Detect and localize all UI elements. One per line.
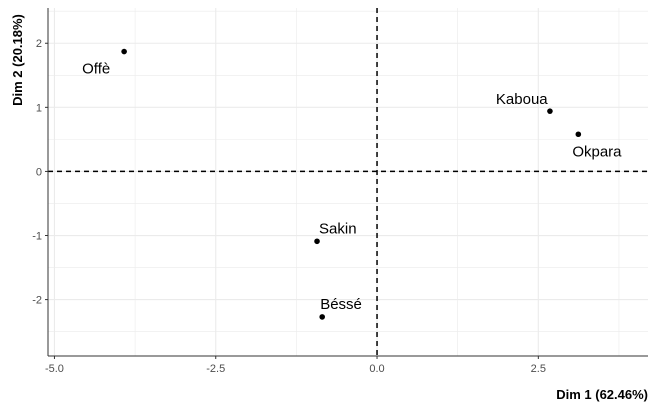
data-point bbox=[314, 238, 320, 245]
y-tick-label: 2 bbox=[36, 38, 42, 50]
y-tick-label: 1 bbox=[36, 102, 42, 114]
axis-ticks: -5.0 -2.5 0.0 2.5 2 1 0 -1 -2 bbox=[32, 38, 546, 375]
data-point-label: Offè bbox=[82, 61, 110, 78]
y-tick-label: -2 bbox=[32, 295, 42, 307]
plot-frame bbox=[47, 8, 648, 357]
y-tick-label: 0 bbox=[36, 166, 42, 178]
y-tick-label: -1 bbox=[32, 231, 42, 243]
x-tick-label: -5.0 bbox=[45, 363, 64, 375]
data-points: Offè Kaboua Okpara Sakin Béssé bbox=[82, 48, 622, 320]
data-point-label: Sakin bbox=[319, 220, 357, 237]
data-point-label: Béssé bbox=[320, 296, 362, 313]
x-axis-title: Dim 1 (62.46%) bbox=[556, 387, 648, 402]
x-tick-label: 0.0 bbox=[369, 363, 384, 375]
y-axis-title: Dim 2 (20.18%) bbox=[10, 14, 25, 106]
x-tick-label: -2.5 bbox=[206, 363, 225, 375]
data-point bbox=[547, 108, 553, 114]
data-point bbox=[121, 48, 127, 55]
data-point-label: Kaboua bbox=[496, 91, 548, 108]
data-point bbox=[319, 314, 325, 320]
x-tick-label: 2.5 bbox=[531, 363, 546, 375]
reference-lines bbox=[48, 8, 648, 356]
grid bbox=[48, 8, 648, 356]
data-point-label: Okpara bbox=[572, 143, 622, 160]
data-point bbox=[575, 131, 582, 138]
